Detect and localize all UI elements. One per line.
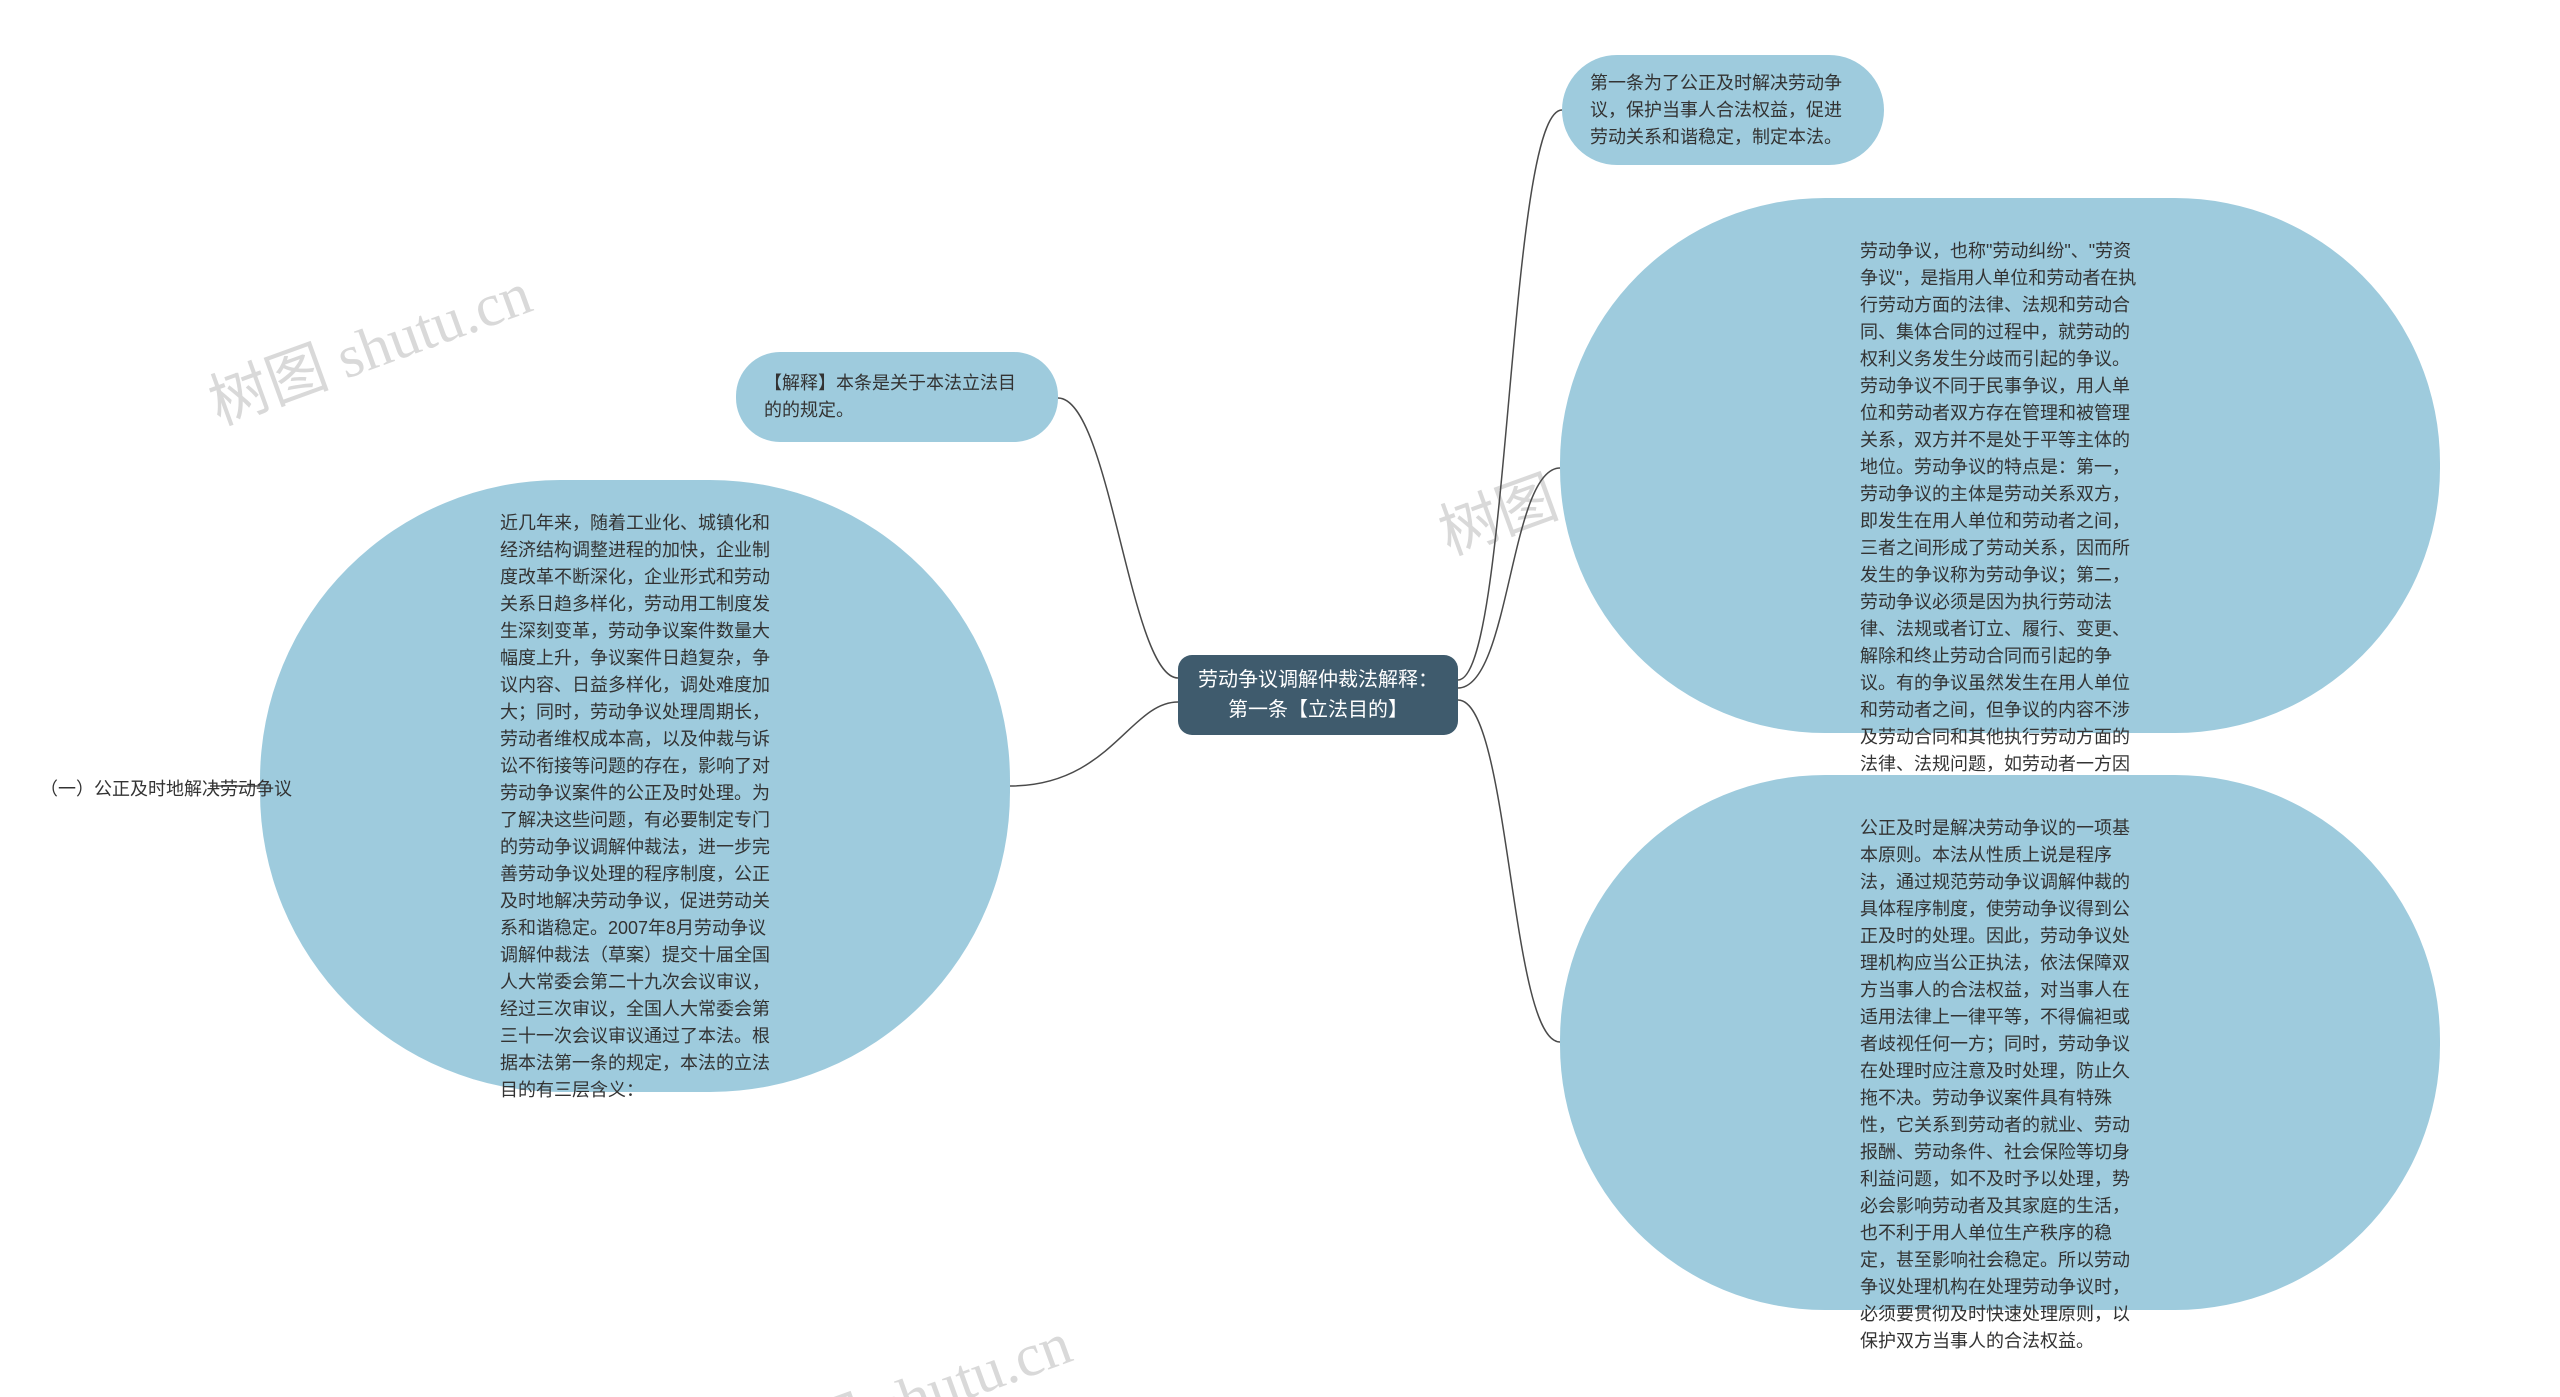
node-principle[interactable]: 公正及时是解决劳动争议的一项基本原则。本法从性质上说是程序法，通过规范劳动争议调… — [1560, 775, 2440, 1310]
leaf-label-1[interactable]: （一）公正及时地解决劳动争议 — [40, 775, 292, 801]
node-text: 公正及时是解决劳动争议的一项基本原则。本法从性质上说是程序法，通过规范劳动争议调… — [1860, 815, 2140, 1355]
node-text: 近几年来，随着工业化、城镇化和经济结构调整进程的加快，企业制度改革不断深化，企业… — [500, 510, 770, 1104]
node-text: 【解释】本条是关于本法立法目的的规定。 — [764, 370, 1030, 424]
center-node-text: 劳动争议调解仲裁法解释：第一条【立法目的】 — [1196, 665, 1440, 725]
node-text: 劳动争议，也称"劳动纠纷"、"劳资争议"，是指用人单位和劳动者在执行劳动方面的法… — [1860, 238, 2140, 859]
node-explanation[interactable]: 【解释】本条是关于本法立法目的的规定。 — [736, 352, 1058, 442]
edge — [1058, 398, 1178, 678]
node-text: 第一条为了公正及时解决劳动争议，保护当事人合法权益，促进劳动关系和谐稳定，制定本… — [1590, 70, 1856, 151]
edge — [1010, 702, 1178, 786]
edge — [1458, 468, 1560, 688]
edge — [1458, 110, 1562, 680]
edge — [1458, 700, 1560, 1042]
mindmap-canvas: 树图 shutu.cn 树图 shutu.cn 树图 shutu.cn 劳动争议… — [0, 0, 2560, 1397]
node-background[interactable]: 近几年来，随着工业化、城镇化和经济结构调整进程的加快，企业制度改革不断深化，企业… — [260, 480, 1010, 1092]
leaf-label-text: （一）公正及时地解决劳动争议 — [40, 779, 292, 799]
center-node[interactable]: 劳动争议调解仲裁法解释：第一条【立法目的】 — [1178, 655, 1458, 735]
node-article-1[interactable]: 第一条为了公正及时解决劳动争议，保护当事人合法权益，促进劳动关系和谐稳定，制定本… — [1562, 55, 1884, 165]
node-definition[interactable]: 劳动争议，也称"劳动纠纷"、"劳资争议"，是指用人单位和劳动者在执行劳动方面的法… — [1560, 198, 2440, 733]
